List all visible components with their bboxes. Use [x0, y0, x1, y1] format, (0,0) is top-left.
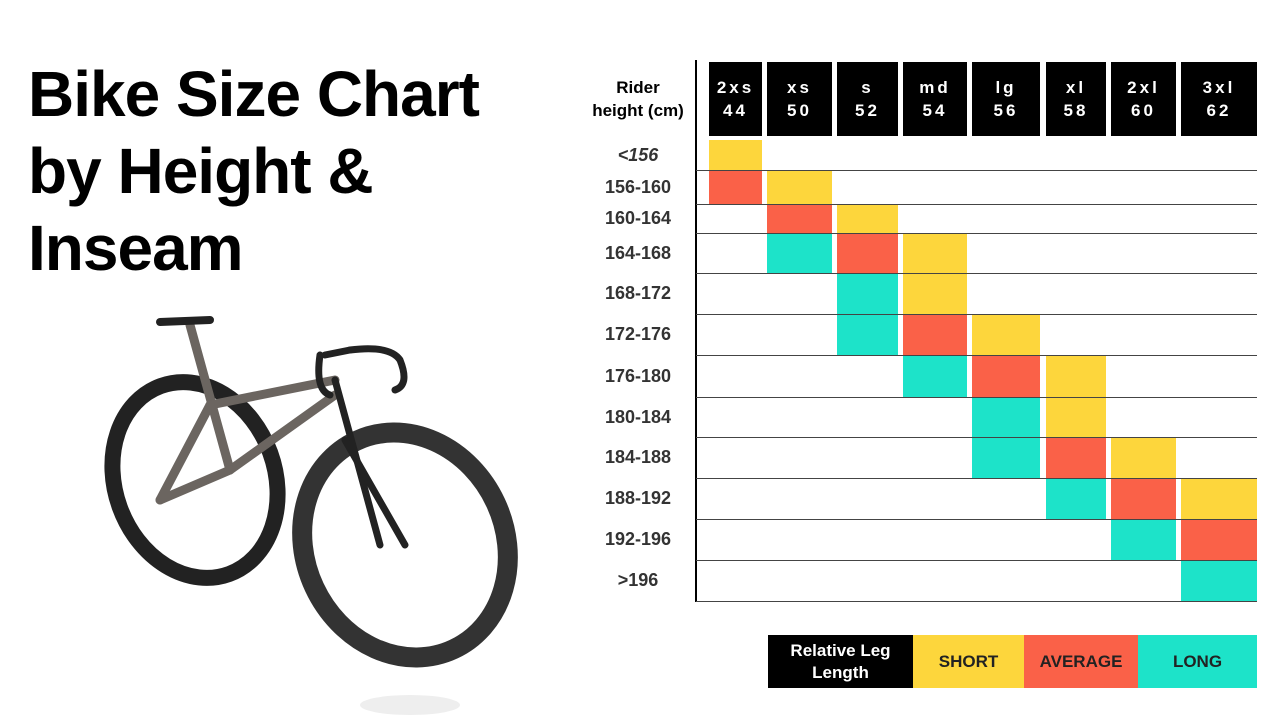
row-line	[696, 204, 1257, 205]
row-label: >196	[617, 570, 659, 590]
row-label: 168-172	[604, 283, 672, 303]
fit-cell	[972, 355, 1040, 397]
legend-item: LONG	[1138, 635, 1257, 688]
frame-size: 58	[1063, 101, 1089, 120]
fit-cell	[1181, 519, 1257, 560]
row-label: 180-184	[604, 406, 672, 427]
fit-cell	[903, 273, 967, 314]
fit-cell	[1181, 560, 1257, 601]
fit-cell	[903, 314, 967, 355]
frame-size: 60	[1131, 101, 1156, 120]
size-label: 2xs	[716, 78, 755, 97]
row-label: 184-188	[604, 447, 672, 467]
size-label: xs	[787, 78, 812, 97]
title-line: by Height &	[28, 135, 374, 207]
row-header: Rider height (cm)	[592, 78, 684, 120]
fit-cell	[837, 204, 898, 233]
row-line	[696, 478, 1257, 479]
row-line	[696, 233, 1257, 234]
fit-cell	[972, 437, 1040, 478]
fit-cell	[837, 273, 898, 314]
frame-size: 50	[787, 101, 812, 120]
row-label: 156-160	[604, 176, 672, 197]
size-header: xs 50	[767, 62, 832, 136]
fit-cell	[1046, 478, 1106, 519]
size-header: 3xl 62	[1181, 62, 1257, 136]
legend-item: AVERAGE	[1024, 635, 1138, 688]
fit-cell	[837, 314, 898, 355]
row-line	[696, 519, 1257, 520]
size-label: md	[919, 78, 951, 97]
size-label: 3xl	[1202, 78, 1236, 97]
frame-size: 44	[723, 101, 748, 120]
fit-cell	[1046, 397, 1106, 437]
size-label: xl	[1065, 78, 1087, 97]
fit-cell	[903, 355, 967, 397]
fit-cell	[1181, 478, 1257, 519]
fit-cell	[972, 397, 1040, 437]
size-header: s 52	[837, 62, 898, 136]
title-line: Bike Size Chart	[28, 58, 480, 130]
legend-item: SHORT	[913, 635, 1024, 688]
size-label: s	[861, 78, 874, 97]
frame-size: 52	[855, 101, 880, 120]
row-line	[696, 314, 1257, 315]
fit-cell	[1111, 478, 1176, 519]
row-line	[696, 560, 1257, 561]
size-header: 2xl 60	[1111, 62, 1176, 136]
row-label: <156	[617, 144, 659, 165]
row-label: 188-192	[604, 488, 672, 508]
frame-size: 62	[1206, 101, 1232, 120]
fit-cell	[709, 170, 762, 204]
title: Bike Size Chart by Height & Inseam	[28, 56, 480, 287]
title-line: Inseam	[28, 212, 244, 284]
row-line	[696, 170, 1257, 171]
row-label: 192-196	[604, 529, 672, 549]
row-line	[696, 355, 1257, 356]
size-header: lg 56	[972, 62, 1040, 136]
row-line	[696, 437, 1257, 438]
fit-cell	[837, 233, 898, 273]
fit-cell	[903, 233, 967, 273]
fit-cell	[767, 233, 832, 273]
row-label: 164-168	[604, 242, 672, 263]
fit-cell	[972, 314, 1040, 355]
size-header: 2xs 44	[709, 62, 762, 136]
size-label: lg	[995, 78, 1017, 97]
row-label: 160-164	[604, 208, 672, 228]
size-header: xl 58	[1046, 62, 1106, 136]
fit-cell	[767, 170, 832, 204]
row-line	[696, 273, 1257, 274]
size-label: 2xl	[1127, 78, 1160, 97]
bike-illustration	[104, 316, 518, 715]
frame-size: 54	[922, 101, 948, 120]
fit-cell	[1046, 437, 1106, 478]
legend-title: Relative Leg Length	[768, 635, 913, 688]
row-header-divider	[695, 60, 697, 602]
row-label: 172-176	[604, 324, 672, 344]
row-line	[696, 397, 1257, 398]
fit-cell	[1111, 519, 1176, 560]
row-line	[696, 601, 1257, 602]
row-label: 176-180	[604, 365, 672, 386]
frame-size: 56	[993, 101, 1019, 120]
size-header: md 54	[903, 62, 967, 136]
fit-cell	[709, 140, 762, 170]
fit-cell	[767, 204, 832, 233]
fit-cell	[1046, 355, 1106, 397]
fit-cell	[1111, 437, 1176, 478]
